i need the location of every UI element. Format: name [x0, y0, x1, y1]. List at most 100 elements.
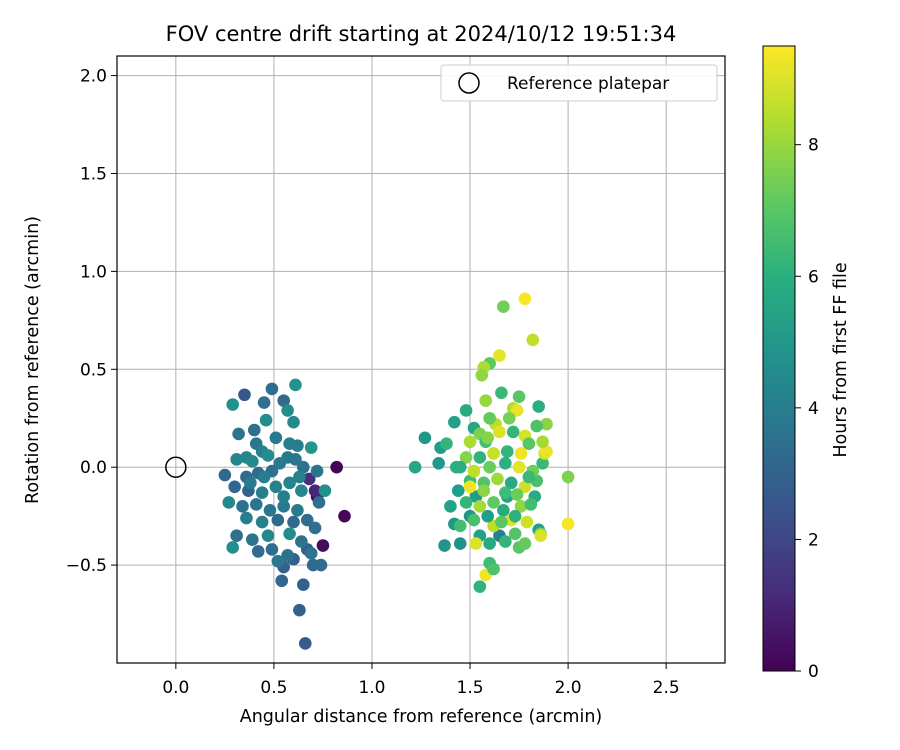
- y-tick-label: −0.5: [66, 556, 107, 576]
- chart-title: FOV centre drift starting at 2024/10/12 …: [166, 22, 677, 46]
- scatter-point: [261, 449, 275, 462]
- scatter-point: [510, 488, 524, 501]
- scatter-point: [540, 417, 553, 431]
- scatter-point: [238, 388, 251, 402]
- colorbar-tick-label: 2: [808, 530, 819, 550]
- y-tick-label: 2.0: [80, 67, 107, 87]
- scatter-point: [249, 498, 263, 511]
- colorbar-ticks: 0 2 4 6 8: [795, 136, 819, 682]
- scatter-point: [287, 515, 300, 529]
- scatter-point: [459, 451, 473, 464]
- scatter-point: [295, 484, 308, 497]
- scatter-point: [226, 541, 240, 554]
- reference-platepar-marker: [165, 456, 187, 478]
- scatter-point: [251, 545, 265, 558]
- scatter-point: [514, 500, 528, 513]
- scatter-point: [289, 453, 302, 466]
- scatter-point: [495, 386, 508, 400]
- scatter-point: [483, 411, 496, 425]
- scatter-point: [438, 539, 451, 552]
- scatter-point: [487, 496, 500, 509]
- scatter-point: [283, 527, 296, 541]
- scatter-point: [526, 333, 540, 347]
- x-tick-label: 0.5: [260, 678, 287, 698]
- scatter-point: [487, 562, 500, 576]
- y-tick-label: 0.5: [80, 360, 107, 380]
- scatter-point: [561, 470, 575, 484]
- x-axis-label: Angular distance from reference (arcmin): [240, 707, 603, 727]
- scatter-point: [467, 464, 481, 478]
- scatter-point: [269, 480, 283, 494]
- scatter-point: [444, 500, 457, 513]
- scatter-point: [497, 300, 510, 313]
- scatter-point: [475, 368, 489, 382]
- scatter-point: [218, 468, 232, 482]
- scatter-point: [293, 470, 306, 484]
- scatter-point: [473, 500, 487, 513]
- scatter-point: [232, 427, 245, 441]
- legend: Reference platepar: [440, 64, 718, 102]
- colorbar-tick-label: 8: [808, 136, 819, 156]
- scatter-point: [418, 431, 432, 445]
- x-tick-label: 1.5: [457, 678, 484, 698]
- scatter-point: [291, 439, 304, 452]
- scatter-point: [293, 603, 306, 617]
- x-tick-label: 1.0: [358, 678, 385, 698]
- scatter-point: [281, 549, 294, 562]
- scatter-point: [499, 535, 512, 548]
- scatter-point: [257, 470, 271, 484]
- scatter-point: [499, 456, 512, 470]
- scatter-point: [512, 390, 526, 404]
- scatter-point: [265, 543, 279, 556]
- scatter-point: [467, 513, 481, 527]
- scatter-point: [226, 398, 240, 411]
- scatter-point: [532, 400, 545, 413]
- scatter-point: [469, 537, 483, 550]
- y-axis-label: Rotation from reference (arcmin): [23, 216, 43, 504]
- scatter-point: [440, 437, 453, 450]
- scatter-point: [287, 415, 300, 429]
- scatter-point: [297, 460, 310, 474]
- scatter-point: [518, 480, 532, 494]
- scatter-point: [448, 415, 461, 429]
- y-tick-label: 1.0: [80, 262, 107, 282]
- scatter-point: [499, 486, 512, 499]
- scatter-point: [304, 441, 318, 454]
- scatter-point: [247, 423, 261, 437]
- scatter-point: [246, 533, 259, 546]
- scatter-point: [522, 437, 536, 450]
- scatter-point: [561, 517, 575, 531]
- scatter-point: [259, 413, 273, 427]
- scatter-point: [314, 558, 328, 572]
- scatter-point: [473, 580, 487, 593]
- scatter-point: [310, 464, 324, 478]
- scatter-point: [536, 456, 549, 470]
- scatter-point: [536, 435, 549, 449]
- scatter-point: [255, 486, 269, 499]
- scatter-point: [312, 496, 326, 509]
- legend-marker-icon: [458, 72, 480, 94]
- scatter-point: [502, 411, 516, 425]
- scatter-point: [432, 456, 445, 470]
- scatter-point: [318, 484, 332, 497]
- plot-frame: [116, 55, 726, 664]
- scatter-point: [473, 451, 487, 464]
- scatter-point: [540, 445, 553, 458]
- scatter-point: [265, 382, 279, 396]
- scatter-point: [330, 460, 343, 474]
- scatter-point: [271, 513, 285, 527]
- scatter-point: [453, 519, 467, 533]
- scatter-point: [281, 404, 294, 417]
- scatter-point: [481, 431, 494, 445]
- scatter-point: [295, 535, 308, 548]
- scatter-point: [504, 476, 518, 490]
- scatter-point: [518, 292, 532, 306]
- scatter-point: [510, 404, 524, 417]
- x-tick-label: 0.0: [162, 678, 189, 698]
- scatter-point: [283, 476, 296, 490]
- scatter-point: [477, 484, 491, 497]
- colorbar-label: Hours from first FF file: [831, 262, 851, 457]
- scatter-point: [316, 539, 330, 552]
- scatter-point: [451, 484, 465, 497]
